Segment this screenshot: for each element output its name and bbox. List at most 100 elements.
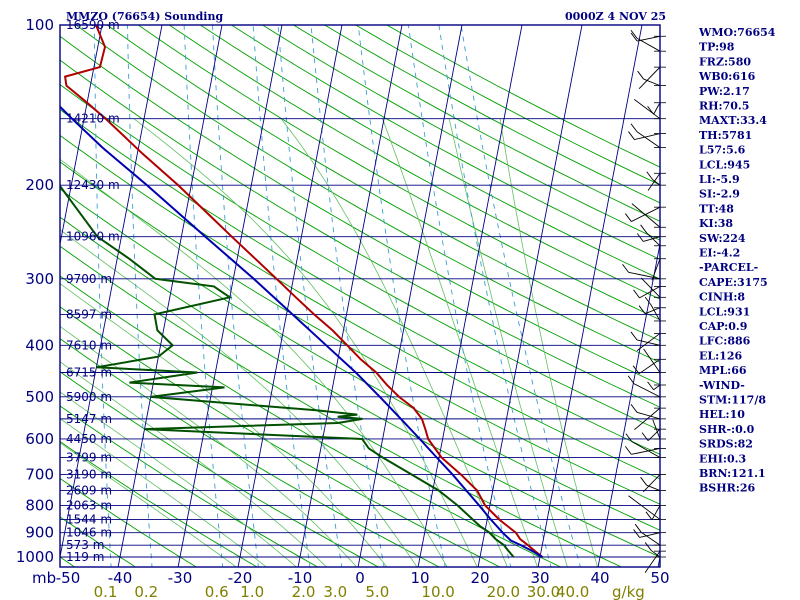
height-label: 2063 m	[66, 498, 112, 512]
parcel-line	[60, 105, 543, 558]
temperature-tick-label: 20	[470, 569, 489, 587]
index-item: STM:117/8	[699, 394, 766, 407]
index-item: BSHR:26	[699, 482, 755, 495]
index-item: WB0:616	[698, 70, 756, 83]
wind-barb-flag	[641, 432, 649, 441]
wind-barb-flag	[638, 305, 646, 314]
pressure-tick-label: 400	[25, 336, 54, 354]
wind-barb	[652, 419, 661, 440]
index-item: LI:-5.9	[699, 173, 740, 186]
index-item: KI:38	[699, 217, 733, 230]
wind-barb	[646, 484, 661, 491]
temperature-tick-label: 50	[650, 569, 669, 587]
dry-adiabat	[60, 477, 198, 567]
dry-adiabat	[60, 245, 623, 567]
mixing-ratio-line	[310, 25, 385, 567]
index-item: CINH:8	[699, 291, 745, 304]
height-label: 16590 m	[66, 18, 120, 32]
wind-barb	[644, 307, 661, 315]
isotherm	[477, 25, 583, 567]
wind-barb	[653, 102, 661, 115]
index-item: EL:126	[699, 349, 742, 362]
temperature-tick-label: -30	[168, 569, 193, 587]
mixing-ratio-tick-label: 5.0	[365, 583, 389, 600]
height-label: 6715 m	[66, 366, 112, 380]
height-label: 4450 m	[66, 432, 112, 446]
wind-barb	[633, 98, 661, 120]
height-label: 3190 m	[66, 468, 112, 482]
index-item: MPL:66	[699, 364, 747, 377]
dry-adiabat	[168, 25, 660, 300]
height-label: 3799 m	[66, 450, 112, 464]
pressure-tick-label: 200	[25, 176, 54, 194]
wind-barb-flag	[644, 296, 652, 306]
wind-barb-flag	[645, 511, 653, 521]
height-label: 9700 m	[66, 272, 112, 286]
pressure-tick-label: 500	[25, 388, 54, 406]
wind-barb	[639, 532, 661, 538]
mixing-ratio-tick-label: 10.0	[421, 583, 454, 600]
index-item: CAPE:3175	[699, 276, 768, 289]
dry-adiabat	[60, 306, 501, 567]
wind-barb	[634, 407, 661, 430]
wind-barb	[647, 428, 661, 441]
isotherm	[117, 25, 223, 567]
dry-adiabat	[60, 59, 660, 408]
index-item: EI:-4.2	[699, 247, 740, 260]
wind-barb	[647, 173, 661, 191]
index-item: WMO:76654	[698, 26, 776, 39]
wind-barb	[636, 339, 661, 346]
height-label: 5900 m	[66, 390, 112, 404]
mixing-ratio-line	[357, 25, 446, 567]
datetime-label: 0000Z 4 NOV 25	[565, 10, 666, 23]
wind-barb-flag	[622, 264, 629, 273]
pressure-tick-label: 1000	[16, 548, 54, 566]
temperature-line	[63, 25, 544, 558]
wind-barb	[631, 447, 661, 455]
index-item: SHR-:0.0	[699, 423, 755, 436]
wind-barb-flag	[634, 523, 642, 533]
isotherm	[597, 241, 660, 567]
mixing-ratio-tick-label: 40.0	[556, 583, 589, 600]
temperature-tick-label: -20	[228, 569, 253, 587]
isotherm	[60, 25, 163, 560]
index-item: CAP:0.9	[699, 320, 747, 333]
wind-barb	[646, 232, 661, 247]
dry-adiabat	[75, 25, 660, 363]
wind-barb	[643, 78, 661, 87]
isotherm	[357, 25, 463, 567]
wind-barb-flag	[630, 331, 638, 341]
dry-adiabat	[60, 516, 137, 567]
isotherm	[237, 25, 343, 567]
wind-barb-flag	[640, 476, 647, 486]
wind-barb	[631, 441, 661, 458]
wind-barb-flag	[630, 123, 638, 133]
isotherm	[417, 25, 523, 567]
dry-adiabat	[60, 109, 660, 455]
temperature-tick-label: 30	[530, 569, 549, 587]
mixing-ratio-line	[277, 25, 343, 567]
height-label: 10960 m	[66, 230, 120, 244]
wind-barb	[653, 384, 661, 391]
isotherm	[60, 25, 103, 247]
temperature-tick-label: 0	[355, 569, 365, 587]
wind-barb	[652, 179, 661, 186]
temperature-tick-label: -10	[288, 569, 313, 587]
wind-barb-flag	[630, 32, 638, 42]
height-label: 1544 m	[66, 512, 112, 526]
wind-barb	[628, 495, 661, 520]
index-item: L57:5.6	[699, 144, 746, 157]
index-item: -PARCEL-	[699, 261, 758, 274]
index-item: TP:98	[699, 41, 735, 54]
wind-barb-flag	[624, 213, 632, 222]
height-label: 8597 m	[66, 307, 112, 321]
wind-barb-flag	[644, 542, 652, 551]
wind-barb	[640, 531, 661, 546]
height-label: 119 m	[66, 550, 104, 564]
mixing-ratio-unit-label: g/kg	[612, 583, 645, 600]
wind-barb-flag	[633, 289, 640, 299]
temperature-tick-label: 40	[590, 569, 609, 587]
pressure-unit-label: mb	[32, 569, 56, 587]
